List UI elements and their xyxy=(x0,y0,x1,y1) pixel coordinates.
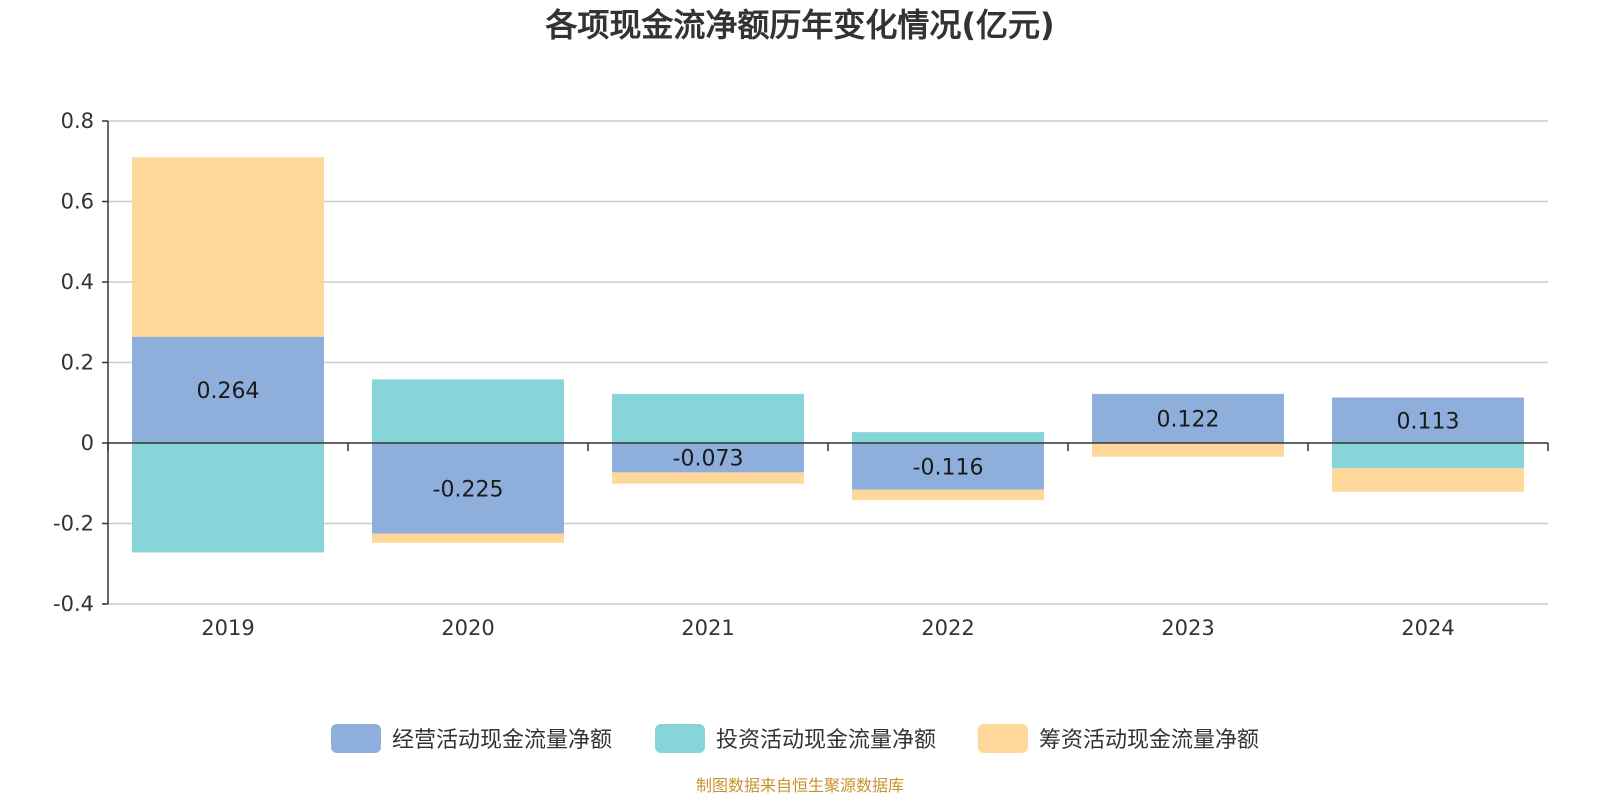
bar-series-3-2023 xyxy=(1092,443,1284,457)
legend-label-3: 筹资活动现金流量净额 xyxy=(1039,728,1259,753)
legend-label-2: 投资活动现金流量净额 xyxy=(716,728,936,753)
bar-series-2-2019 xyxy=(132,443,324,553)
bar-series-2-2022 xyxy=(852,432,1044,443)
y-tick-label: 0.6 xyxy=(61,190,94,214)
y-tick-label: 0.2 xyxy=(61,351,94,375)
bar-series-1-2024 xyxy=(1332,397,1524,443)
x-tick-label: 2022 xyxy=(921,616,974,640)
data-label-2021: -0.073 xyxy=(673,447,744,472)
x-tick-label: 2020 xyxy=(441,616,494,640)
bar-series-1-2020 xyxy=(372,443,564,534)
data-label-2022: -0.116 xyxy=(913,455,984,480)
legend: 经营活动现金流量净额 投资活动现金流量净额 筹资活动现金流量净额 xyxy=(331,724,1259,753)
bars xyxy=(132,157,1524,553)
bar-series-1-2023 xyxy=(1092,393,1284,443)
data-label-2019: 0.264 xyxy=(197,379,260,404)
bar-series-2-2021 xyxy=(612,393,804,443)
bar-series-3-2019 xyxy=(132,157,324,337)
y-tick-label: 0.8 xyxy=(61,109,94,133)
bar-series-3-2021 xyxy=(612,472,804,484)
y-tick-label: 0 xyxy=(81,431,94,455)
x-tick-label: 2024 xyxy=(1401,616,1454,640)
bar-series-1-2021 xyxy=(612,443,804,473)
y-tick-label: -0.2 xyxy=(53,512,94,536)
bar-series-3-2020 xyxy=(372,533,564,543)
bar-series-2-2020 xyxy=(372,379,564,443)
bar-series-1-2022 xyxy=(852,443,1044,490)
bar-series-3-2022 xyxy=(852,489,1044,501)
data-label-2024: 0.113 xyxy=(1397,409,1460,434)
legend-swatch-1 xyxy=(331,724,381,753)
grid-lines xyxy=(108,120,1548,605)
x-tick-label: 2019 xyxy=(201,616,254,640)
bar-series-2-2024 xyxy=(1332,443,1524,469)
data-label-2020: -0.225 xyxy=(433,477,504,502)
legend-swatch-2 xyxy=(655,724,705,753)
y-tick-label: 0.4 xyxy=(61,270,94,294)
data-labels: 0.264 -0.225 -0.073 -0.116 0.122 0.113 xyxy=(197,379,1460,502)
legend-label-1: 经营活动现金流量净额 xyxy=(392,728,612,753)
axes: 0.8 0.6 0.4 0.2 0 -0.2 -0.4 2019 2020 2021 2022 202… xyxy=(53,109,1549,640)
data-label-2023: 0.122 xyxy=(1157,407,1220,432)
x-tick-label: 2023 xyxy=(1161,616,1214,640)
source-note: 制图数据来自恒生聚源数据库 xyxy=(696,776,904,795)
chart-title: 各项现金流净额历年变化情况(亿元) xyxy=(545,6,1054,44)
bar-series-3-2024 xyxy=(1332,468,1524,492)
x-tick-label: 2021 xyxy=(681,616,734,640)
bar-series-1-2019 xyxy=(132,336,324,443)
y-tick-label: -0.4 xyxy=(53,592,94,616)
legend-swatch-3 xyxy=(978,724,1028,753)
